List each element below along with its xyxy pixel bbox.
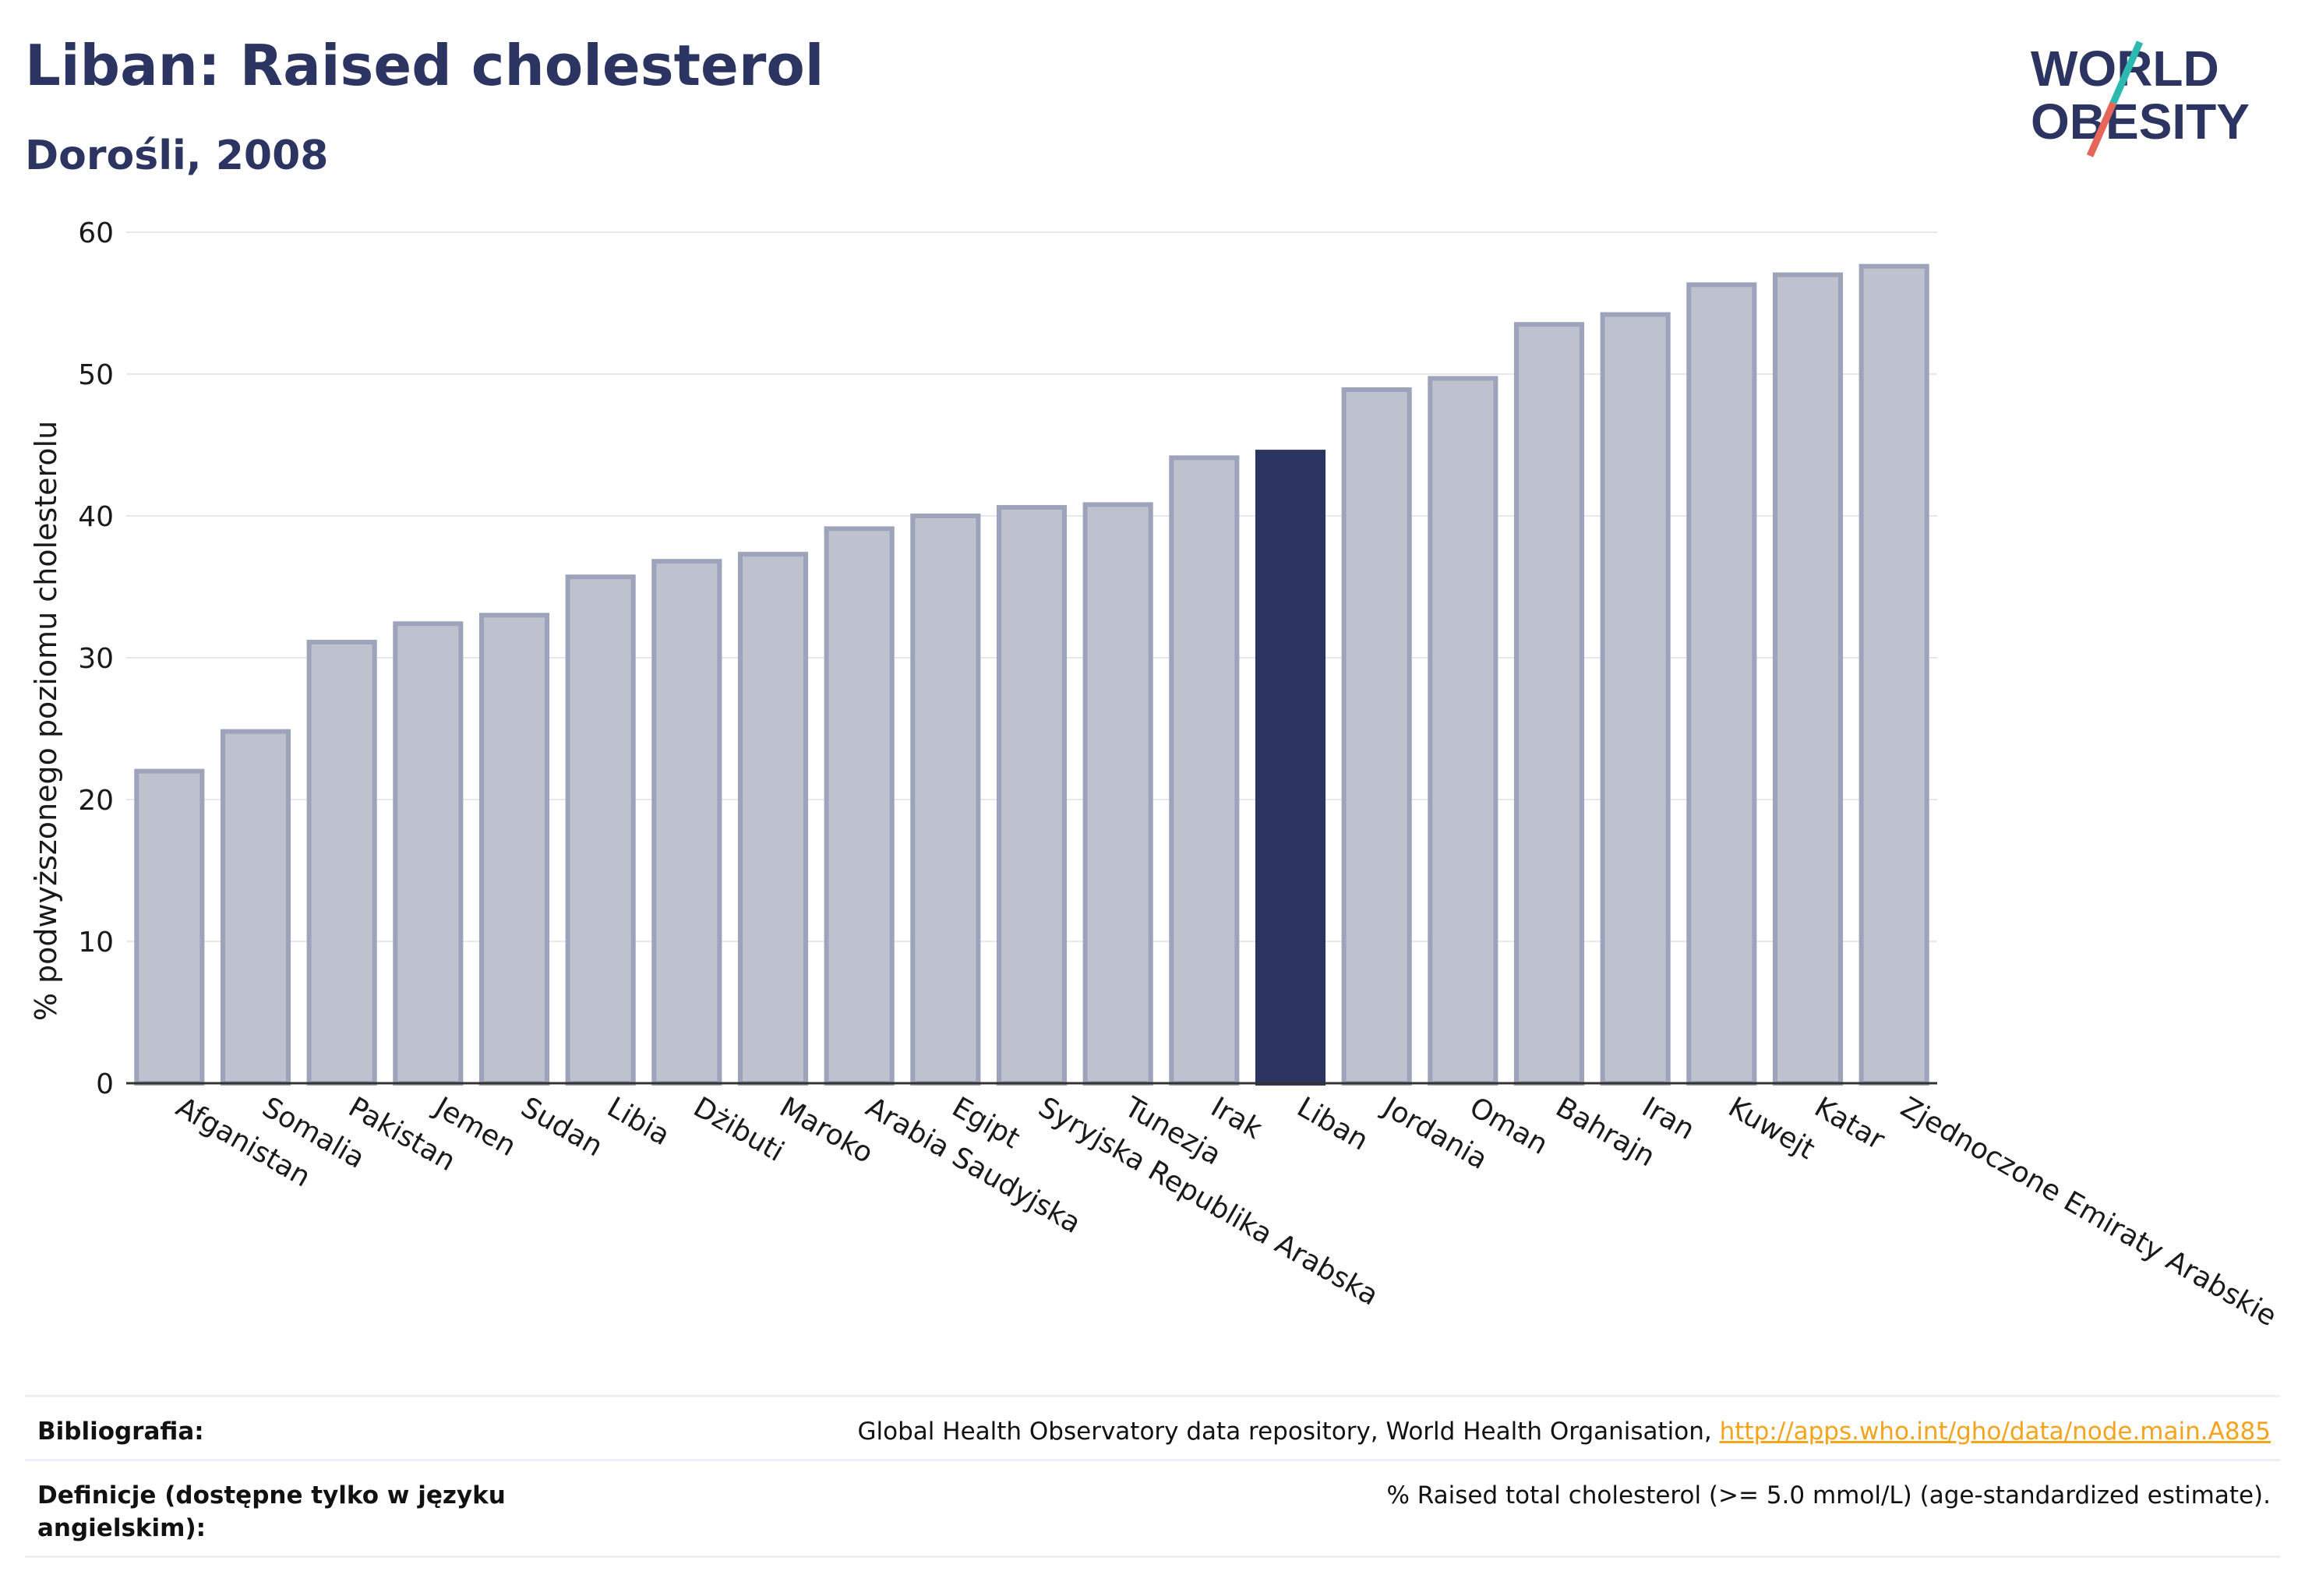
bibliography-text: Global Health Observatory data repositor… [857,1418,1720,1446]
bar[interactable] [910,514,981,1086]
bar[interactable] [1772,272,1844,1086]
bar-chart: 0 10 20 30 40 50 60 AfganistanSomaliaPakistanJ… [29,217,2282,1333]
bar[interactable] [1082,502,1153,1086]
bar[interactable] [220,729,291,1086]
x-tick-label: Sudan [516,1091,609,1163]
bibliography-value: Global Health Observatory data repositor… [858,1415,2271,1448]
y-tick-label: 10 [78,927,114,959]
bar[interactable] [134,768,205,1086]
definitions-value: % Raised total cholesterol (>= 5.0 mmol/… [1386,1481,2271,1509]
bar[interactable] [1169,455,1240,1086]
chart-title: Liban: Raised cholesterol [25,33,824,98]
bar[interactable] [1341,387,1412,1086]
x-tick-label: Bahrajn [1551,1091,1661,1173]
world-obesity-logo: WORLD OBESITY [2031,41,2250,157]
bar[interactable] [1600,312,1671,1086]
bar-highlighted[interactable] [1255,450,1326,1086]
bar[interactable] [565,574,636,1086]
x-tick-label: Liban [1292,1091,1374,1156]
x-tick-label: Katar [1809,1091,1890,1156]
y-tick-label: 30 [78,643,114,675]
x-tick-label: Maroko [775,1091,879,1170]
footer-divider-middle [25,1459,2280,1461]
y-tick-label: 40 [78,501,114,533]
x-tick-label: Zjednoczone Emiraty Arabskie [1895,1091,2282,1333]
bar[interactable] [1686,282,1757,1086]
logo-slash-red [2086,101,2117,157]
chart-subtitle: Dorośli, 2008 [25,132,329,179]
bibliography-label: Bibliografia: [37,1418,204,1446]
bar[interactable] [306,639,377,1086]
definitions-label: Definicje (dostępne tylko w języku angie… [37,1481,506,1542]
y-tick-label: 60 [78,217,114,249]
logo-text-obesity: OBESITY [2031,94,2250,150]
x-tick-label: Libia [602,1091,675,1152]
logo-slash-teal [2109,41,2144,104]
bar[interactable] [1858,263,1929,1086]
bar[interactable] [1428,376,1498,1086]
y-tick-label: 0 [96,1068,114,1100]
bars [134,263,1929,1086]
y-tick-label: 50 [78,359,114,391]
y-tick-labels: 0 10 20 30 40 50 60 [78,217,114,1100]
footer-divider-bottom [25,1555,2280,1558]
x-tick-label: Kuwejt [1723,1091,1820,1166]
bar[interactable] [1513,322,1585,1086]
bar[interactable] [478,613,550,1086]
y-axis-label: % podwyższonego poziomu cholesterolu [29,421,63,1021]
bar[interactable] [737,552,809,1086]
bar[interactable] [824,526,895,1086]
y-tick-label: 20 [78,785,114,817]
bibliography-link[interactable]: http://apps.who.int/gho/data/node.main.A… [1719,1418,2271,1446]
bar[interactable] [393,621,464,1086]
x-tick-labels: AfganistanSomaliaPakistanJemenSudanLibia… [171,1090,2282,1333]
bar[interactable] [996,505,1068,1086]
x-tick-label: Dżibuti [688,1091,789,1168]
bar[interactable] [651,559,722,1086]
footer-divider-top [25,1395,2280,1397]
